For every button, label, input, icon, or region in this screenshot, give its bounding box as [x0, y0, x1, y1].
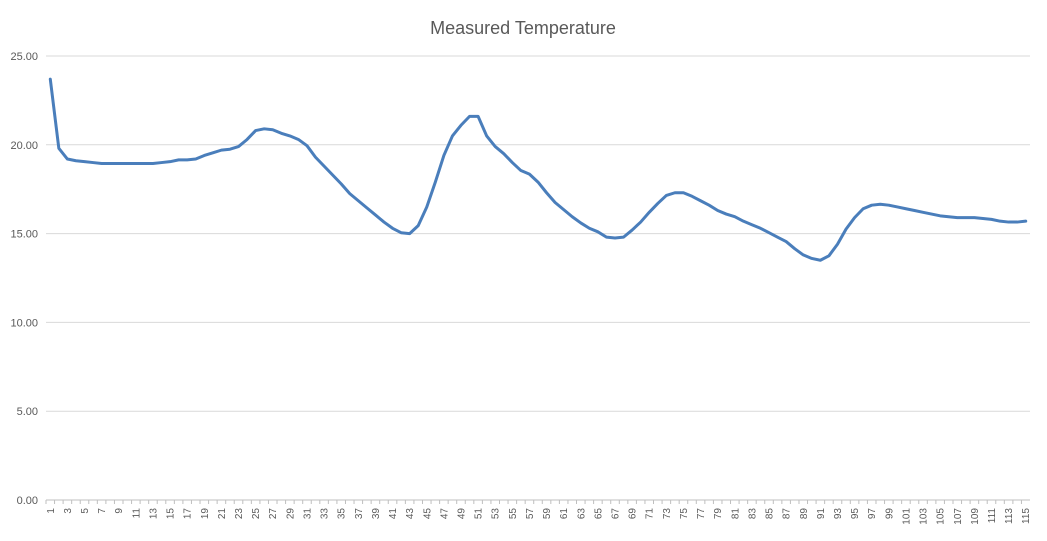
- y-tick-label: 15.00: [10, 229, 38, 241]
- chart-title: Measured Temperature: [430, 18, 616, 38]
- x-tick-label: 37: [354, 508, 365, 520]
- x-tick-label: 81: [730, 508, 741, 520]
- x-tick-label: 77: [696, 508, 707, 520]
- x-tick-label: 23: [234, 508, 245, 520]
- gridlines: [46, 55, 1030, 412]
- x-tick-label: 99: [884, 508, 895, 520]
- y-tick-label: 0.00: [17, 495, 38, 507]
- x-tick-label: 101: [901, 508, 912, 525]
- x-tick-label: 41: [388, 508, 399, 520]
- x-tick-label: 91: [816, 508, 827, 520]
- x-tick-label: 71: [645, 508, 656, 520]
- x-tick-label: 7: [97, 508, 108, 514]
- x-tick-label: 87: [782, 508, 793, 520]
- x-tick-label: 17: [183, 508, 194, 520]
- y-tick-label: 10.00: [10, 317, 38, 329]
- x-tick-label: 13: [148, 508, 159, 520]
- x-tick-label: 89: [799, 508, 810, 520]
- x-tick-label: 21: [217, 508, 228, 520]
- x-tick-label: 113: [1004, 508, 1015, 524]
- x-tick-label: 39: [371, 508, 382, 520]
- x-tick-label: 25: [251, 508, 262, 520]
- x-tick-label: 115: [1021, 508, 1032, 524]
- x-tick-label: 69: [628, 508, 639, 520]
- x-tick-label: 33: [320, 508, 331, 520]
- x-tick-label: 9: [114, 508, 125, 514]
- x-tick-label: 51: [474, 508, 485, 520]
- x-tick-label: 27: [268, 508, 279, 520]
- y-tick-label: 5.00: [17, 406, 38, 418]
- x-tick-label: 19: [200, 508, 211, 520]
- x-tick-label: 11: [131, 508, 142, 519]
- x-tick-label: 29: [285, 508, 296, 520]
- x-tick-label: 1: [46, 508, 57, 514]
- x-tick-label: 15: [166, 508, 177, 520]
- x-tick-label: 63: [576, 508, 587, 520]
- y-tick-label: 25.00: [10, 51, 38, 63]
- x-tick-label: 55: [508, 508, 519, 520]
- x-tick-label: 47: [439, 508, 450, 520]
- x-tick-label: 67: [611, 508, 622, 520]
- x-tick-label: 79: [713, 508, 724, 520]
- x-tick-label: 5: [80, 508, 91, 514]
- x-tick-label: 57: [525, 508, 536, 520]
- x-tick-label: 65: [593, 508, 604, 520]
- x-tick-label: 109: [970, 508, 981, 525]
- x-tick-label: 75: [679, 508, 690, 520]
- x-tick-label: 107: [953, 508, 964, 525]
- x-tick-label: 35: [337, 508, 348, 520]
- y-axis-tick-labels: 0.00 5.00 10.00 15.00 20.00 25.00: [10, 51, 38, 507]
- x-tick-label: 31: [302, 508, 313, 520]
- x-tick-label: 93: [833, 508, 844, 520]
- x-tick-label: 85: [765, 508, 776, 520]
- x-tick-label: 73: [662, 508, 673, 520]
- x-tick-label: 53: [491, 508, 502, 520]
- x-tick-label: 49: [456, 508, 467, 520]
- x-tick-label: 59: [542, 508, 553, 520]
- x-tick-label: 83: [747, 508, 758, 520]
- x-tick-label: 111: [987, 508, 998, 524]
- x-tick-label: 103: [919, 508, 930, 525]
- x-tick-label: 61: [559, 508, 570, 520]
- x-tick-label: 105: [936, 508, 947, 525]
- series-line-measured-temperature: [48, 77, 1028, 262]
- x-tick-label: 3: [63, 508, 74, 514]
- x-tick-label: 45: [422, 508, 433, 520]
- y-tick-label: 20.00: [10, 140, 38, 152]
- x-tick-label: 43: [405, 508, 416, 520]
- x-axis-tick-labels: 1 3 5 7 9 11 13 15 17 19 21 23 25 27 29 31 33 35 37 39 41 43 4…: [45, 500, 1032, 525]
- x-tick-label: 95: [850, 508, 861, 520]
- x-tick-label: 97: [867, 508, 878, 520]
